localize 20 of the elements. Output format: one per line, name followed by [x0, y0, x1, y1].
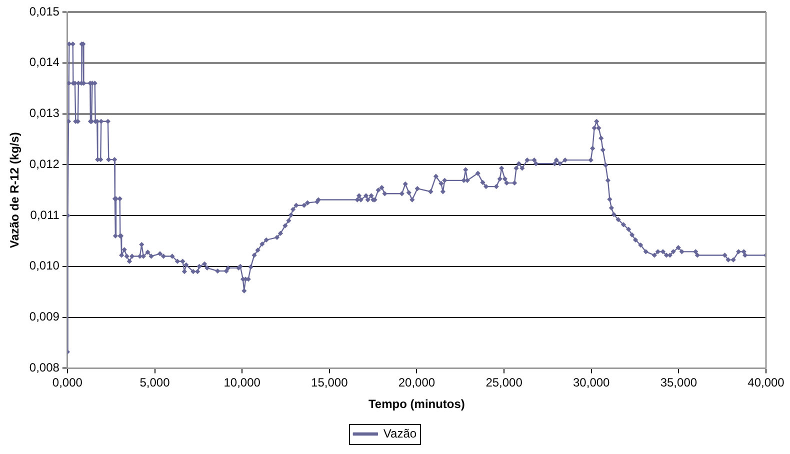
x-tick-label: 20,000	[398, 376, 436, 390]
legend-label: Vazão	[383, 426, 417, 440]
x-axis-title: Tempo (minutos)	[368, 397, 465, 412]
y-tick-label: 0,014	[29, 55, 60, 70]
x-tick-label: 0,000	[52, 376, 83, 390]
y-tick-label: 0,015	[29, 4, 60, 18]
x-tick-label: 35,000	[660, 376, 698, 390]
y-axis-title: Vazão de R-12 (kg/s)	[8, 132, 22, 248]
y-tick-label: 0,012	[29, 156, 60, 171]
x-tick-label: 40,000	[748, 376, 785, 390]
y-tick-label: 0,008	[29, 360, 60, 375]
x-tick-label: 10,000	[224, 376, 261, 390]
x-tick-label: 15,000	[311, 376, 348, 390]
x-tick-label: 25,000	[486, 376, 523, 390]
x-tick-label: 5,000	[140, 376, 170, 390]
y-tick-label: 0,010	[29, 258, 60, 273]
x-tick-label: 30,000	[573, 376, 610, 390]
y-tick-label: 0,009	[29, 310, 60, 324]
y-tick-label: 0,013	[29, 106, 60, 120]
y-tick-label: 0,011	[30, 208, 60, 222]
